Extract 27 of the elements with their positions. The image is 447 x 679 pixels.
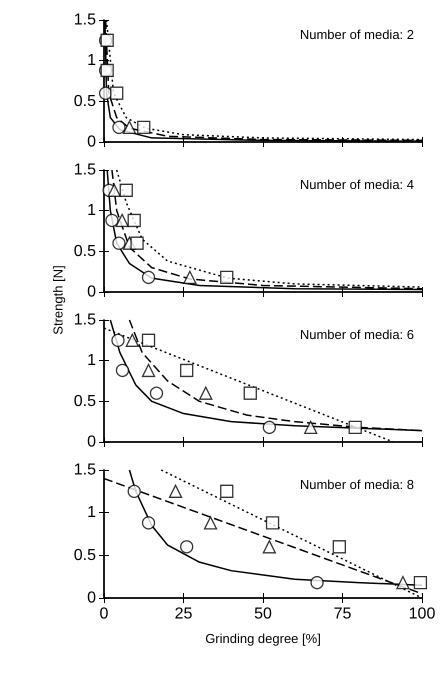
y-tick-label: 0.5 <box>74 392 96 410</box>
annotation: Number of media: 4 <box>300 177 414 192</box>
x-tick-label: 75 <box>334 606 352 622</box>
x-tick-label: 0 <box>100 606 109 622</box>
y-tick-label: 0.5 <box>74 242 96 260</box>
y-tick-label: 1 <box>87 504 96 522</box>
y-tick-label: 1 <box>87 352 96 370</box>
x-tick-label: 50 <box>254 606 272 622</box>
x-axis-title: Grinding degree [%] <box>205 631 321 646</box>
y-tick-label: 0 <box>87 434 96 450</box>
y-tick-label: 1.5 <box>74 462 96 478</box>
y-tick-label: 0 <box>87 590 96 606</box>
y-tick-label: 0.5 <box>74 546 96 564</box>
y-tick-label: 0 <box>87 134 96 150</box>
y-axis-title: Strength [N] <box>50 265 66 335</box>
y-tick-label: 1 <box>87 52 96 70</box>
y-tick-label: 1.5 <box>74 12 96 28</box>
annotation: Number of media: 6 <box>300 327 414 342</box>
y-tick-label: 0 <box>87 284 96 300</box>
x-tick-label: 100 <box>408 606 436 622</box>
y-tick-label: 0.5 <box>74 92 96 110</box>
y-tick-label: 1 <box>87 202 96 220</box>
x-tick-label: 25 <box>174 606 192 622</box>
annotation: Number of media: 2 <box>300 27 414 42</box>
y-tick-label: 1.5 <box>74 162 96 178</box>
annotation: Number of media: 8 <box>300 477 414 492</box>
y-tick-label: 1.5 <box>74 312 96 328</box>
